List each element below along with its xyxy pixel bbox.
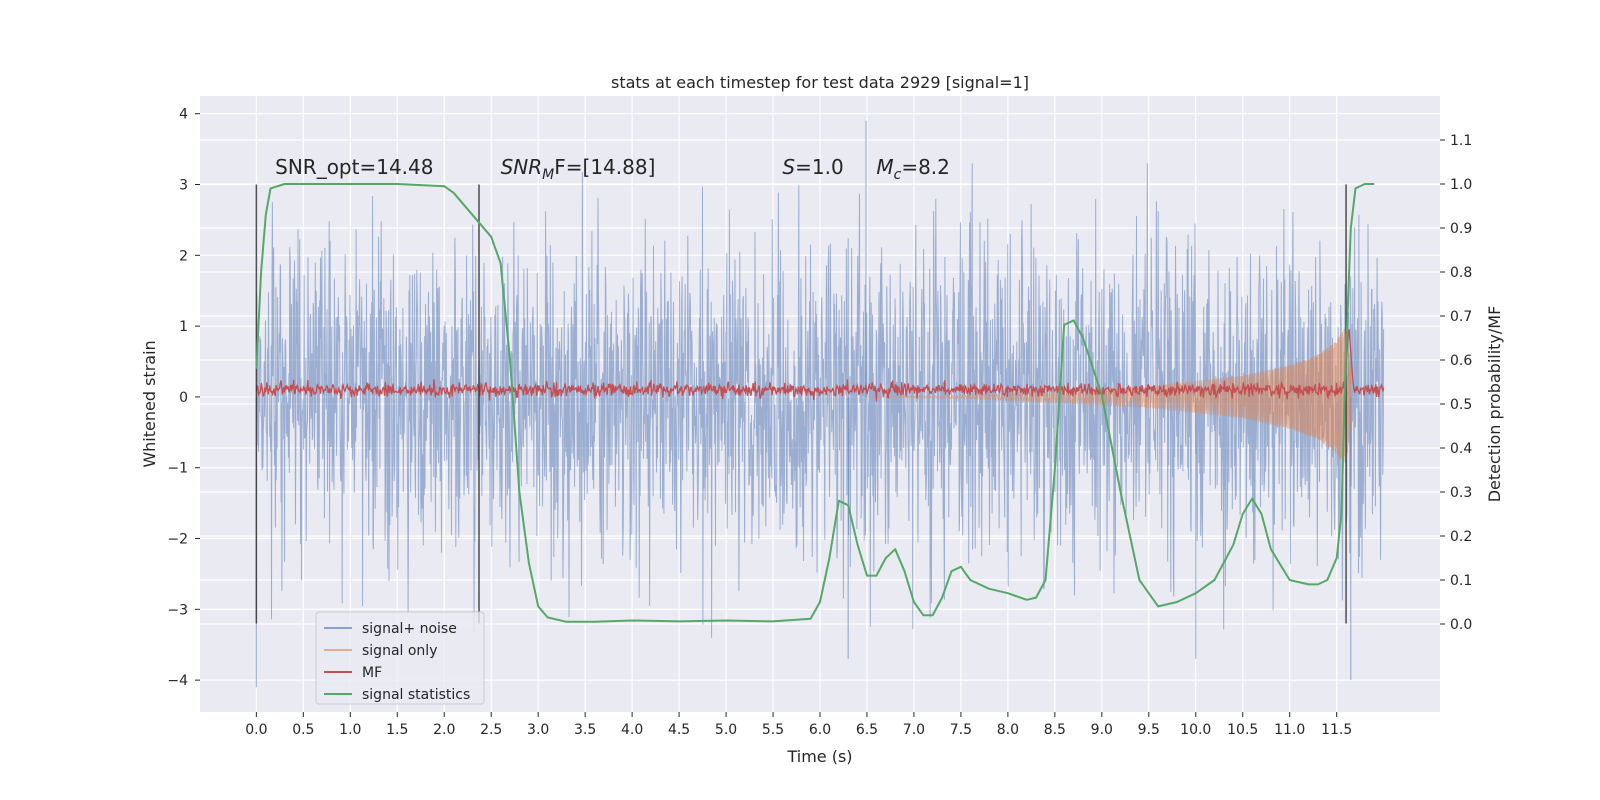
y2-tick-label: 0.7 xyxy=(1450,309,1472,325)
annotation-text: SNRMF=[14.88] xyxy=(501,155,656,183)
y2-tick-label: 0.0 xyxy=(1450,617,1472,633)
annotation-text: Mc=8.2 xyxy=(876,155,950,183)
y2-tick-label: 0.9 xyxy=(1450,221,1472,237)
x-tick-label: 5.0 xyxy=(715,722,737,738)
annotations: SNR_opt=14.48 SNRMF=[14.88] S=1.0 Mc=8.2 xyxy=(275,155,950,183)
x-tick-label: 7.0 xyxy=(903,722,925,738)
x-tick-label: 6.0 xyxy=(809,722,831,738)
x-tick-label: 7.5 xyxy=(950,722,972,738)
x-tick-label: 6.5 xyxy=(856,722,878,738)
x-tick-label: 3.5 xyxy=(574,722,596,738)
x-tick-label: 8.0 xyxy=(997,722,1019,738)
y-axis-label: Whitened strain xyxy=(140,340,159,467)
mf-line xyxy=(255,329,1385,402)
y-tick-label: 3 xyxy=(179,178,188,194)
x-tick-label: 3.0 xyxy=(527,722,549,738)
x-tick-label: 10.0 xyxy=(1180,722,1211,738)
x-tick-label: 2.0 xyxy=(433,722,455,738)
y2-tick-label: 1.0 xyxy=(1450,177,1472,193)
signal-statistics-series xyxy=(255,183,1375,623)
mf-series xyxy=(255,329,1385,402)
x-tick-label: 1.5 xyxy=(386,722,408,738)
legend-label: signal+ noise xyxy=(362,621,457,637)
signal-only-series xyxy=(867,328,1352,464)
y2-tick-label: 0.8 xyxy=(1450,265,1472,281)
y2-tick-label: 0.1 xyxy=(1450,573,1472,589)
x-tick-label: 9.0 xyxy=(1091,722,1113,738)
legend-box xyxy=(315,611,485,705)
x-tick-label: 10.5 xyxy=(1227,722,1258,738)
x-tick-label: 11.5 xyxy=(1321,722,1352,738)
x-tick-label: 4.0 xyxy=(621,722,643,738)
x-tick-label: 11.0 xyxy=(1274,722,1305,738)
y2-tick-label: 0.2 xyxy=(1450,529,1472,545)
x-tick-label: 0.0 xyxy=(245,722,267,738)
y-tick-label: −4 xyxy=(167,673,188,689)
x-tick-label: 1.0 xyxy=(339,722,361,738)
y-tick-label: 0 xyxy=(179,390,188,406)
y2-axis-label: Detection probability/MF xyxy=(1485,306,1504,503)
y2-tick-label: 0.3 xyxy=(1450,485,1472,501)
legend: signal+ noise signal only MF signal statist… xyxy=(315,611,485,705)
chart-title: stats at each timestep for test data 292… xyxy=(611,73,1029,92)
signal-statistics-line xyxy=(255,183,1375,623)
annotation-text: SNR_opt=14.48 xyxy=(275,155,433,179)
y2-tick-label: 0.6 xyxy=(1450,353,1472,369)
y-tick-label: −3 xyxy=(167,602,188,618)
y-tick-label: −2 xyxy=(167,532,188,548)
x-tick-label: 2.5 xyxy=(480,722,502,738)
axis-ticks: 0.0 0.5 1.0 1.5 2.0 2.5 3.0 3.5 4.0 4.5 5.0 5.5 6.0 6… xyxy=(167,107,1472,738)
x-tick-label: 9.5 xyxy=(1138,722,1160,738)
signal-only-line xyxy=(867,328,1352,464)
x-tick-label: 5.5 xyxy=(762,722,784,738)
legend-label: signal statistics xyxy=(362,687,470,703)
y-tick-label: 1 xyxy=(179,319,188,335)
y-tick-label: 4 xyxy=(179,107,188,123)
x-tick-label: 8.5 xyxy=(1044,722,1066,738)
legend-label: signal only xyxy=(362,643,437,659)
annotation-text: S=1.0 xyxy=(782,155,843,179)
y2-tick-label: 0.5 xyxy=(1450,397,1472,413)
x-tick-label: 0.5 xyxy=(292,722,314,738)
legend-label: MF xyxy=(362,665,382,681)
y2-tick-label: 0.4 xyxy=(1450,441,1472,457)
y2-tick-label: 1.1 xyxy=(1450,133,1472,149)
y-tick-label: −1 xyxy=(167,461,188,477)
x-tick-label: 4.5 xyxy=(668,722,690,738)
y-tick-label: 2 xyxy=(179,248,188,264)
vlines xyxy=(255,184,1347,624)
x-axis-label: Time (s) xyxy=(786,747,852,766)
